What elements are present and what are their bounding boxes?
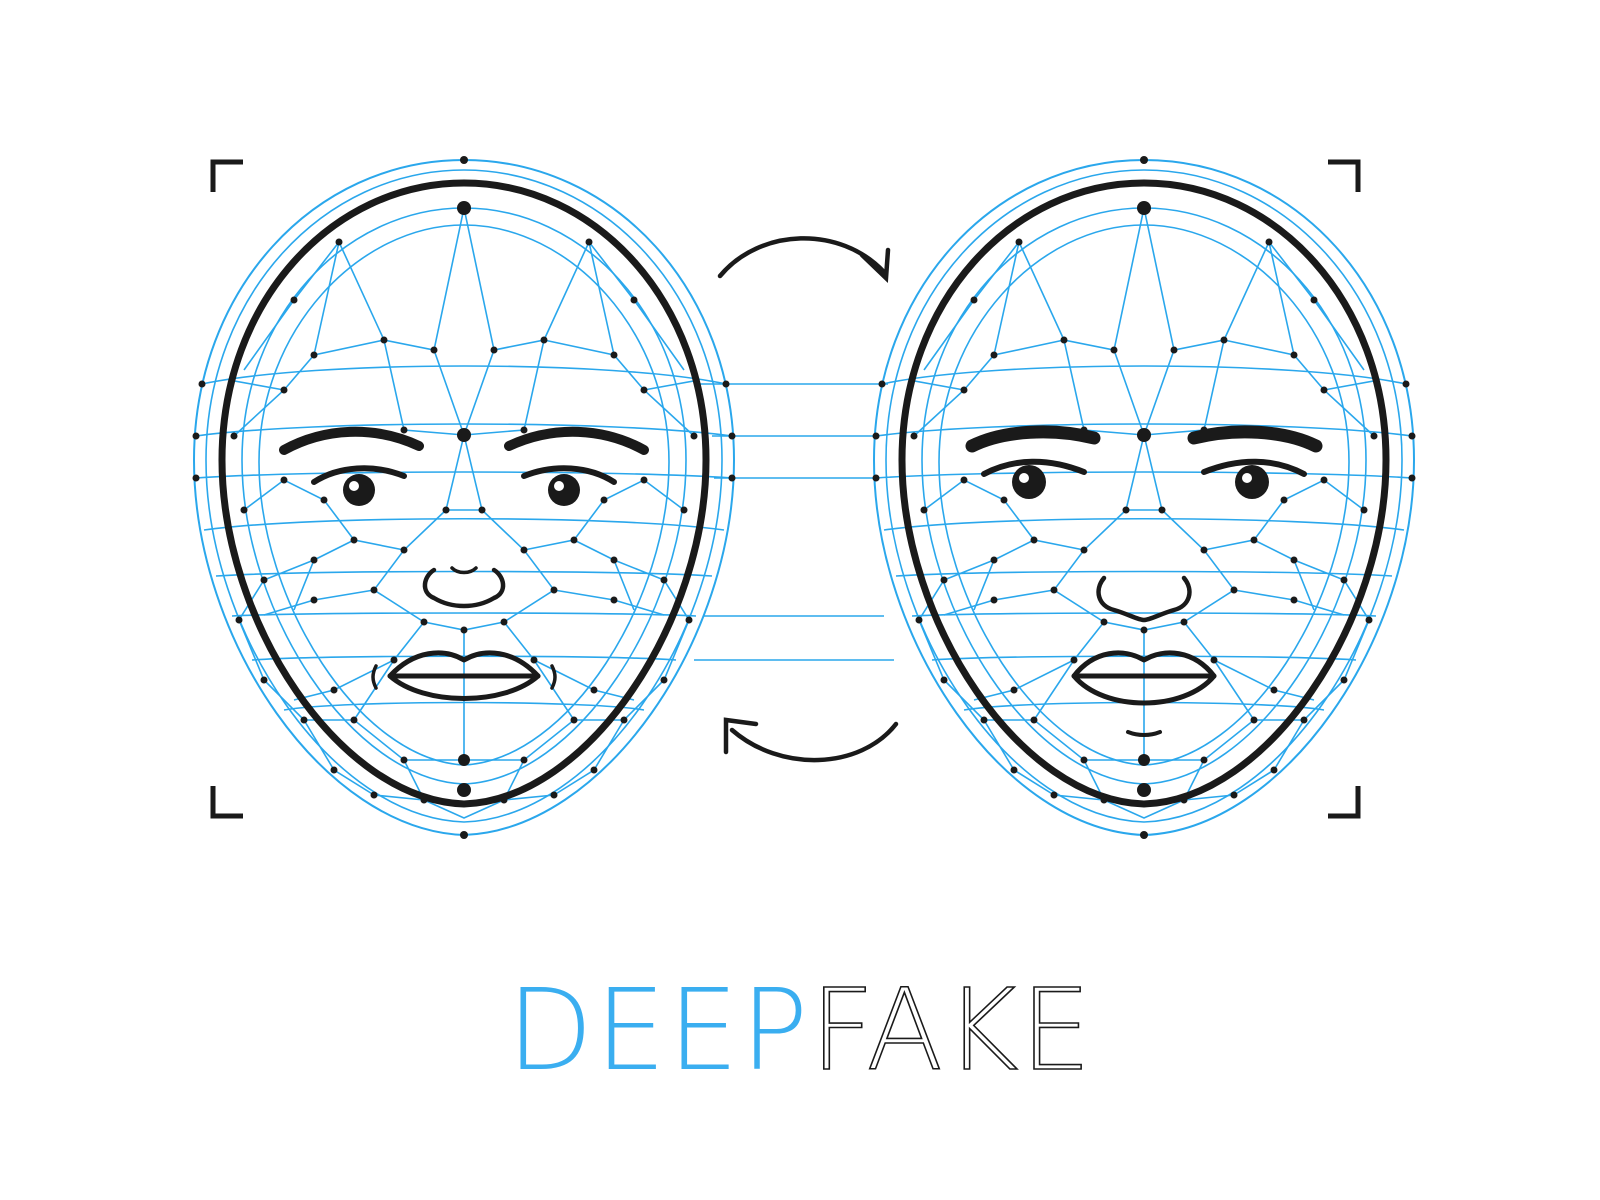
nose (1096, 575, 1192, 623)
face-mesh (192, 158, 736, 837)
face-features (279, 426, 649, 701)
left-eyebrow (965, 425, 1101, 453)
left-eye-glint (349, 481, 359, 491)
left-eye-pupil (1012, 465, 1046, 499)
corner-bracket-top-left-icon (210, 159, 243, 192)
deepfake-title: DEEPFAKE (0, 974, 1600, 1088)
mouth-upper-lip (1071, 650, 1217, 679)
left-eye-lid (981, 458, 1087, 477)
mesh-nodes (192, 156, 736, 839)
connector-lines (694, 383, 894, 661)
source-face (192, 156, 736, 839)
title-part-fake: FAKE (809, 966, 1094, 1096)
right-eye-lid (1201, 458, 1307, 477)
mouth-lower-lip (387, 673, 541, 701)
left-cheek-line (371, 664, 378, 690)
face-mesh (872, 158, 1416, 837)
nose (422, 567, 506, 609)
chin-dimple (1126, 730, 1162, 737)
target-face (872, 156, 1416, 839)
left-eyebrow (279, 426, 424, 455)
corner-bracket-bottom-right-icon (1328, 786, 1361, 819)
curved-arrow-left-icon (729, 721, 899, 763)
right-eye-pupil (548, 474, 580, 506)
corner-bracket-top-right-icon (1328, 159, 1361, 192)
right-eye-glint (554, 481, 564, 491)
left-eye-glint (1019, 473, 1029, 483)
left-eye-pupil (343, 474, 375, 506)
left-eye-lid (311, 465, 407, 485)
corner-bracket-bottom-left-icon (210, 786, 243, 819)
mouth-upper-lip (387, 650, 541, 679)
curved-arrow-right-head (859, 247, 891, 283)
right-eyebrow (1187, 425, 1323, 453)
right-eye-pupil (1235, 465, 1269, 499)
face-outline (898, 179, 1390, 808)
face-outline (218, 179, 710, 808)
frame-brackets (210, 159, 1361, 819)
curved-arrow-left-head (723, 717, 759, 755)
right-cheek-line (550, 664, 557, 690)
swap-arrows (717, 236, 899, 763)
right-eye-glint (1242, 473, 1252, 483)
mouth-lower-lip (1071, 673, 1217, 706)
face-features (965, 425, 1323, 737)
mesh-nodes (872, 156, 1416, 839)
title-part-deep: DEEP (506, 966, 811, 1096)
curved-arrow-right-icon (717, 236, 887, 279)
right-eyebrow (504, 426, 649, 455)
nose-bridge (450, 566, 478, 575)
right-eye-lid (521, 465, 617, 485)
